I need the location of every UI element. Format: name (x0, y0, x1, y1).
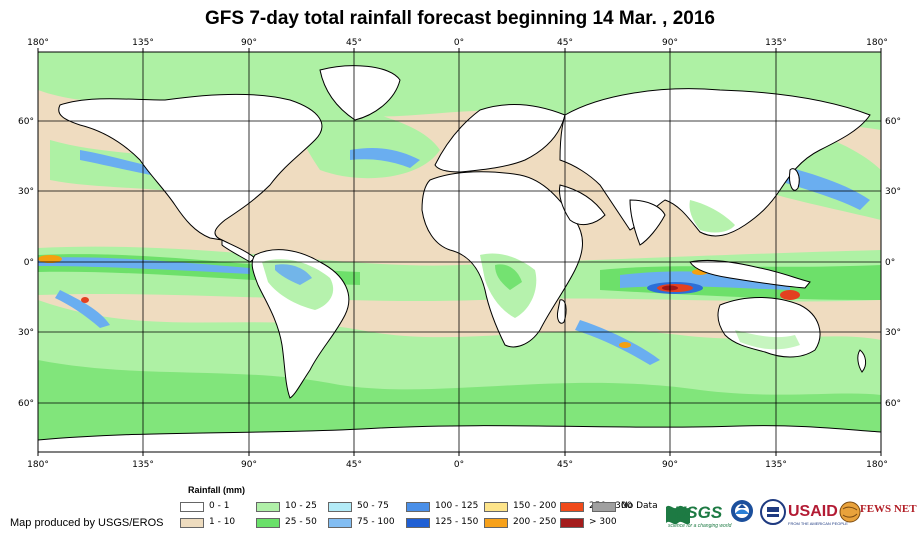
lon-label-bottom: 180° (27, 460, 49, 470)
lon-label-bottom: 45° (557, 460, 573, 470)
bottom-longitude-labels: 180° 135° 90° 45° 0° 45° 90° 135° 180° (27, 460, 888, 470)
usgs-wordmark: USGS (674, 503, 723, 522)
lon-label-bottom: 90° (662, 460, 678, 470)
legend-label: 25 - 50 (285, 517, 317, 527)
madagascar (557, 299, 567, 324)
lat-label-right: 30° (885, 328, 901, 338)
legend-title: Rainfall (mm) (188, 485, 246, 495)
lon-label-bottom: 45° (346, 460, 362, 470)
lon-label-top: 45° (557, 38, 573, 48)
usaid-seal-icon (760, 499, 786, 525)
legend-swatch (592, 502, 616, 512)
legend-label: > 300 (589, 517, 617, 527)
noaa-logo (730, 499, 754, 528)
rainfall-legend: Rainfall (mm) 0 - 1 1 - 10 10 - 25 25 - … (180, 485, 660, 535)
fews-net-logo: FEWS NET (838, 499, 917, 530)
india (629, 199, 666, 246)
usgs-tagline: science for a changing world (668, 523, 732, 529)
lat-label-left: 0° (24, 258, 34, 268)
rainfall-map: 180° 135° 90° 45° 0° 45° 90° 135° 180° 1… (18, 38, 901, 470)
europe (434, 104, 566, 173)
lon-label-top: 0° (454, 38, 464, 48)
lon-label-top: 90° (241, 38, 257, 48)
lon-label-bottom: 90° (241, 460, 257, 470)
right-latitude-labels: 60° 30° 0° 30° 60° (885, 117, 901, 409)
usgs-logo-mark (666, 505, 690, 525)
legend-label: No Data (621, 501, 658, 511)
legend-label: 10 - 25 (285, 501, 317, 511)
legend-label: 1 - 10 (209, 517, 236, 527)
lat-label-right: 0° (885, 258, 895, 268)
legend-swatch (328, 502, 352, 512)
japan (789, 168, 800, 191)
legend-swatch (180, 518, 204, 528)
legend-swatch (560, 502, 584, 512)
lat-label-left: 60° (18, 399, 34, 409)
legend-swatch (180, 502, 204, 512)
asia (559, 88, 871, 237)
lon-label-top: 45° (346, 38, 362, 48)
legend-label: 50 - 75 (357, 501, 389, 511)
lat-label-right: 60° (885, 399, 901, 409)
new-zealand (857, 349, 867, 373)
map-title: GFS 7-day total rainfall forecast beginn… (205, 8, 715, 29)
tick-marks (37, 48, 882, 456)
lat-label-right: 60° (885, 117, 901, 127)
indonesia (689, 259, 811, 289)
lat-label-left: 30° (18, 187, 34, 197)
legend-label: 0 - 1 (209, 501, 230, 511)
credit-text: Map produced by USGS/EROS (10, 517, 164, 529)
left-latitude-labels: 60° 30° 0° 30° 60° (18, 117, 34, 409)
lon-label-top: 135° (765, 38, 787, 48)
greenland (319, 65, 401, 121)
lon-label-bottom: 135° (765, 460, 787, 470)
legend-label: 150 - 200 (513, 501, 557, 511)
lat-label-left: 30° (18, 328, 34, 338)
legend-swatch (484, 502, 508, 512)
legend-swatch (560, 518, 584, 528)
north-america (58, 93, 323, 241)
lon-label-top: 135° (132, 38, 154, 48)
legend-swatch (256, 518, 280, 528)
agency-logos: USGS science for a changing world USAID … (664, 497, 920, 535)
usaid-logo: USAID FROM THE AMERICAN PEOPLE (760, 499, 848, 530)
legend-swatch (406, 518, 430, 528)
lon-label-top: 180° (27, 38, 49, 48)
graticule (38, 52, 881, 452)
fews-wordmark: FEWS NET (860, 503, 917, 515)
lon-label-top: 90° (662, 38, 678, 48)
lat-label-right: 30° (885, 187, 901, 197)
lon-label-bottom: 180° (866, 460, 888, 470)
legend-swatch (406, 502, 430, 512)
legend-label: 100 - 125 (435, 501, 479, 511)
legend-label: 200 - 250 (513, 517, 557, 527)
usaid-wordmark: USAID (788, 503, 838, 520)
legend-label: 125 - 150 (435, 517, 479, 527)
usaid-tagline: FROM THE AMERICAN PEOPLE (788, 521, 848, 526)
lon-label-bottom: 0° (454, 460, 464, 470)
arabian-peninsula (559, 184, 606, 226)
top-longitude-labels: 180° 135° 90° 45° 0° 45° 90° 135° 180° (27, 38, 888, 48)
usgs-logo: USGS science for a changing world (664, 501, 731, 536)
legend-swatch (328, 518, 352, 528)
legend-label: 75 - 100 (357, 517, 395, 527)
lon-label-top: 180° (866, 38, 888, 48)
lat-label-left: 60° (18, 117, 34, 127)
legend-swatch (484, 518, 508, 528)
legend-swatch (256, 502, 280, 512)
fews-globe-icon (839, 501, 861, 523)
lon-label-bottom: 135° (132, 460, 154, 470)
noaa-emblem-icon (731, 500, 753, 522)
